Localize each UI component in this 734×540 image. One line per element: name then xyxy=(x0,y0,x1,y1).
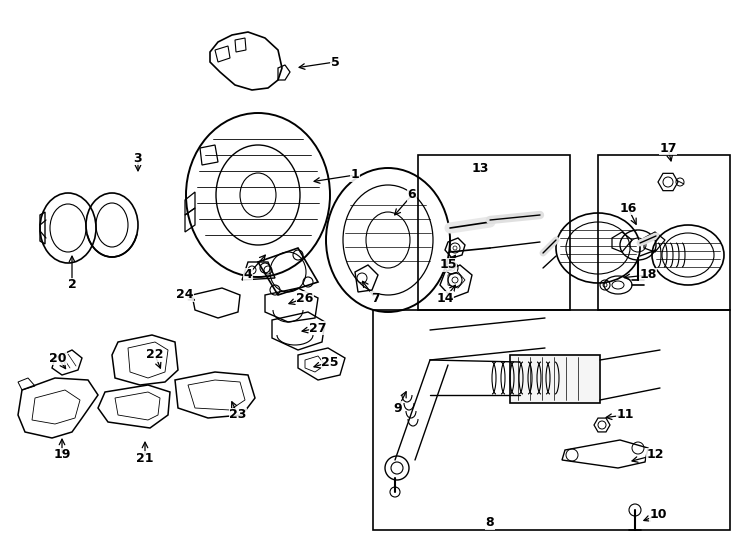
Text: 6: 6 xyxy=(407,188,416,201)
Text: 12: 12 xyxy=(646,449,664,462)
Bar xyxy=(510,355,600,403)
Bar xyxy=(373,310,730,530)
Text: 20: 20 xyxy=(49,352,67,365)
Text: 1: 1 xyxy=(351,168,360,181)
Text: 24: 24 xyxy=(176,288,194,301)
Text: 11: 11 xyxy=(617,408,633,422)
Text: 8: 8 xyxy=(486,516,494,530)
Text: 9: 9 xyxy=(393,402,402,415)
Text: 27: 27 xyxy=(309,321,327,334)
Text: 22: 22 xyxy=(146,348,164,361)
Text: 2: 2 xyxy=(68,279,76,292)
Text: 5: 5 xyxy=(330,56,339,69)
Bar xyxy=(598,155,730,310)
Text: 14: 14 xyxy=(436,292,454,305)
Text: 10: 10 xyxy=(650,509,666,522)
Text: 16: 16 xyxy=(619,201,636,214)
Text: 25: 25 xyxy=(321,355,339,368)
Text: 19: 19 xyxy=(54,449,70,462)
Text: 26: 26 xyxy=(297,292,313,305)
Text: 3: 3 xyxy=(134,152,142,165)
Text: 23: 23 xyxy=(229,408,247,422)
Text: 15: 15 xyxy=(439,259,457,272)
Text: 17: 17 xyxy=(659,141,677,154)
Text: 7: 7 xyxy=(371,292,379,305)
Bar xyxy=(418,155,570,310)
Text: 18: 18 xyxy=(639,268,657,281)
Text: 13: 13 xyxy=(471,161,489,174)
Text: 4: 4 xyxy=(244,268,252,281)
Text: 21: 21 xyxy=(137,451,153,464)
